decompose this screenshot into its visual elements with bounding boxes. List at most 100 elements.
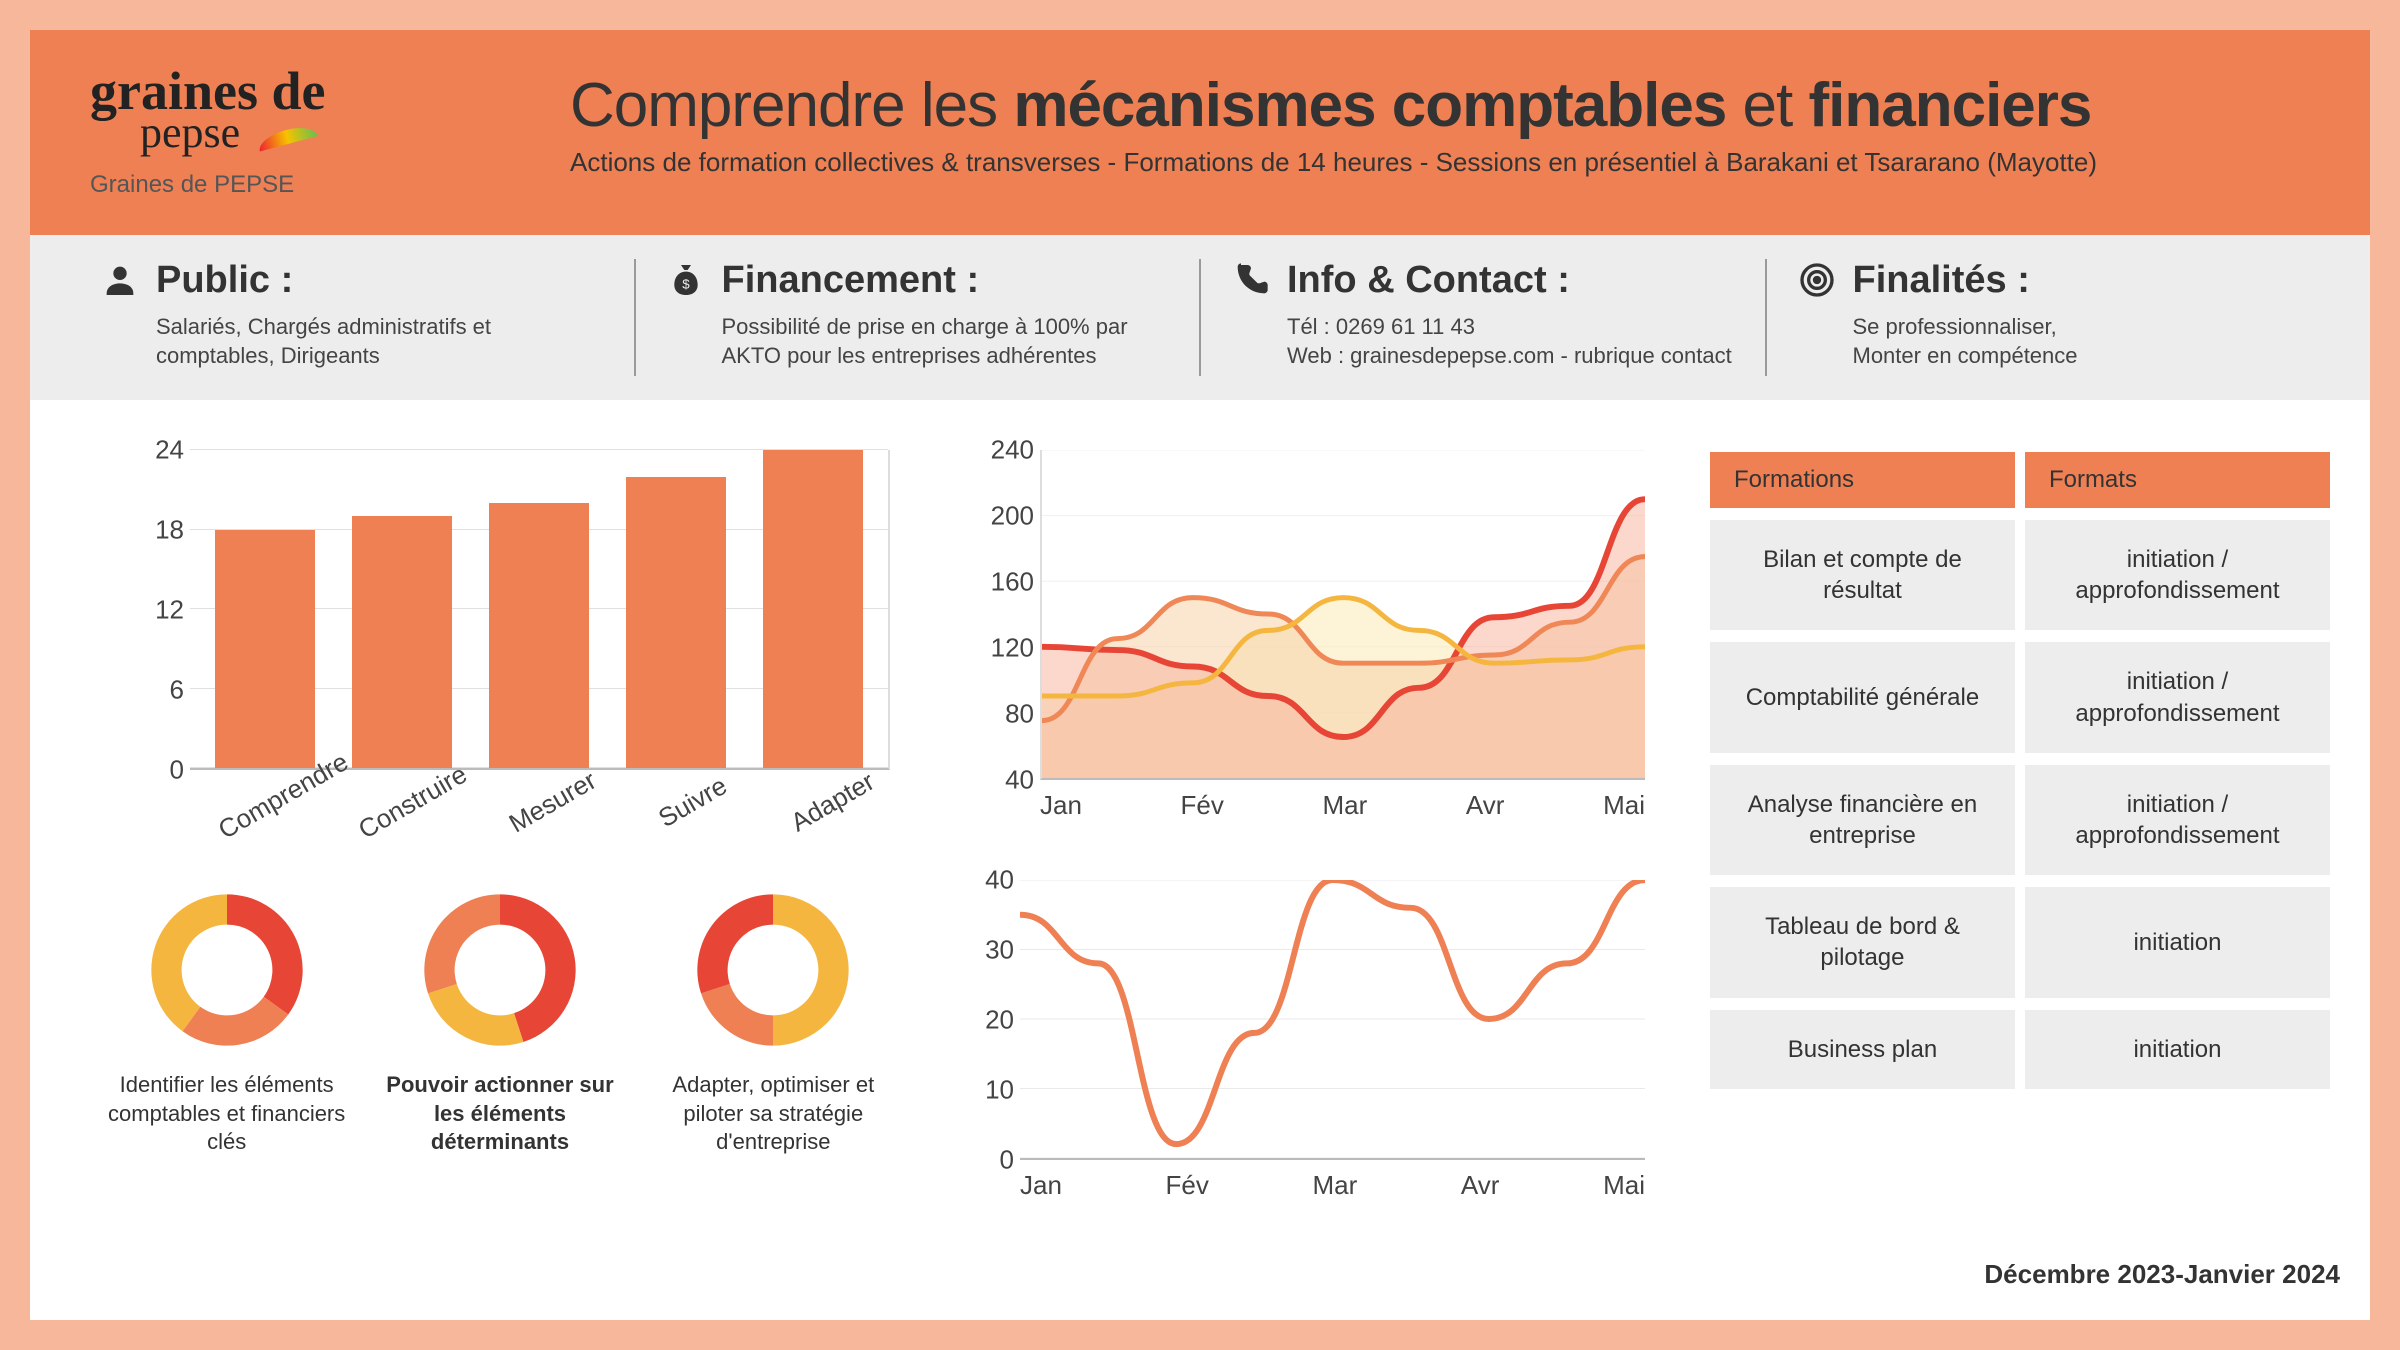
line-xtick: Mai [1603,790,1645,840]
info-public: Public : Salariés, Chargés administratif… [70,259,636,376]
info-finalites: Finalités : Se professionnaliser, Monter… [1767,259,2331,376]
info-finalites-body: Se professionnaliser, Monter en compéten… [1853,312,2301,371]
line-xtick: Mar [1323,790,1368,840]
logo-line1: graines de [90,70,450,113]
body: 06121824 ComprendreConstruireMesurerSuiv… [30,400,2370,1320]
bar [215,530,315,769]
info-public-title: Public : [156,259,293,302]
bar-chart: 06121824 ComprendreConstruireMesurerSuiv… [100,440,900,840]
line-ytick: 40 [974,765,1034,796]
table-cell: Bilan et compte de résultat [1710,520,2015,630]
table-row: Analyse financière en entrepriseinitiati… [1710,765,2330,875]
title-strong2: financiers [1809,71,2092,140]
wave-xtick: Mar [1313,1170,1358,1220]
wave-ytick: 10 [954,1075,1014,1106]
table-cell: Analyse financière en entreprise [1710,765,2015,875]
donut-segment [698,894,774,993]
line-xtick: Fév [1181,790,1224,840]
title-mid: et [1726,71,1808,140]
donut-segment [182,997,288,1046]
donut-0: Identifier les éléments comptables et fi… [107,890,347,1157]
table-cell: Business plan [1710,1010,2015,1089]
donut-segment [428,984,523,1046]
bar-ytick: 24 [124,435,184,466]
table-row: Business planinitiation [1710,1010,2330,1089]
info-public-body: Salariés, Chargés administratifs et comp… [156,312,604,371]
wave-xtick: Fév [1166,1170,1209,1220]
bar-ytick: 18 [124,515,184,546]
donut-segment [151,894,227,1031]
info-finance: $ Financement : Possibilité de prise en … [636,259,1202,376]
title-pre: Comprendre les [570,71,1013,140]
wave-xtick: Mai [1603,1170,1645,1220]
donut-1: Pouvoir actionner sur les éléments déter… [380,890,620,1157]
line-xtick: Avr [1466,790,1505,840]
donut-segment [424,894,500,993]
wave-ytick: 0 [954,1145,1014,1176]
wave-ytick: 30 [954,935,1014,966]
wave-line [1020,880,1645,1144]
formations-table: FormationsFormatsBilan et compte de résu… [1700,440,2340,1220]
donut-segment [773,894,849,1045]
donut-2: Adapter, optimiser et piloter sa stratég… [653,890,893,1157]
logo-caption: Graines de PEPSE [90,171,450,199]
donut-svg [420,890,580,1050]
donut-segment [227,894,303,1014]
info-strip: Public : Salariés, Chargés administratif… [30,235,2370,400]
info-contact-title: Info & Contact : [1287,259,1570,302]
bar-ytick: 0 [124,755,184,786]
bar [626,477,726,769]
bar-xtick: Construire [353,759,487,871]
wave-ytick: 20 [954,1005,1014,1036]
donut-label: Pouvoir actionner sur les éléments déter… [380,1071,620,1157]
table-header: Formations [1710,452,2015,508]
table-cell: initiation / approfondissement [2025,520,2330,630]
donut-segment [701,984,773,1046]
logo-word: pepse [140,108,240,157]
footer-date: Décembre 2023-Janvier 2024 [1700,1259,2340,1290]
bar [352,516,452,768]
title-block: Comprendre les mécanismes comptables et … [450,70,2310,178]
logo-block: graines de pepse Graines de PEPSE [90,70,450,199]
phone-icon [1231,260,1271,300]
wave-svg [1020,880,1645,1158]
table-header: Formats [2025,452,2330,508]
line-ytick: 200 [974,501,1034,532]
svg-text:$: $ [682,276,690,291]
target-icon [1797,260,1837,300]
title-strong1: mécanismes comptables [1013,71,1726,140]
line-xtick: Jan [1040,790,1082,840]
donut-svg [693,890,853,1050]
donut-label: Identifier les éléments comptables et fi… [107,1071,347,1157]
line-chart: 4080120160200240 JanFévMarAvrMai [940,440,1660,840]
line-chart-svg [1042,450,1645,778]
table-cell: initiation / approfondissement [2025,765,2330,875]
page-title: Comprendre les mécanismes comptables et … [570,70,2310,141]
line-ytick: 160 [974,567,1034,598]
line-ytick: 120 [974,633,1034,664]
person-icon [100,260,140,300]
info-finance-title: Financement : [722,259,980,302]
bar-xtick: Adapter [773,759,907,871]
bar-xtick: Mesurer [493,759,627,871]
wave-xtick: Jan [1020,1170,1062,1220]
table-cell: initiation / approfondissement [2025,642,2330,752]
bar [763,450,863,768]
donut-label: Adapter, optimiser et piloter sa stratég… [653,1071,893,1157]
bar-ytick: 6 [124,675,184,706]
donut-svg [147,890,307,1050]
info-contact-body: Tél : 0269 61 11 43 Web : grainesdepepse… [1287,312,1735,371]
table-cell: initiation [2025,1010,2330,1089]
table-row: Bilan et compte de résultatinitiation / … [1710,520,2330,630]
bar-ytick: 12 [124,595,184,626]
brush-icon [256,123,318,152]
page: graines de pepse Graines de PEPSE Compre… [30,30,2370,1320]
table-cell: Tableau de bord & pilotage [1710,887,2015,997]
logo-line2: pepse [140,113,450,153]
table-cell: initiation [2025,887,2330,997]
bar-xtick: Comprendre [213,759,347,871]
bar [489,503,589,768]
header: graines de pepse Graines de PEPSE Compre… [30,30,2370,235]
line-ytick: 240 [974,435,1034,466]
wave-ytick: 40 [954,865,1014,896]
